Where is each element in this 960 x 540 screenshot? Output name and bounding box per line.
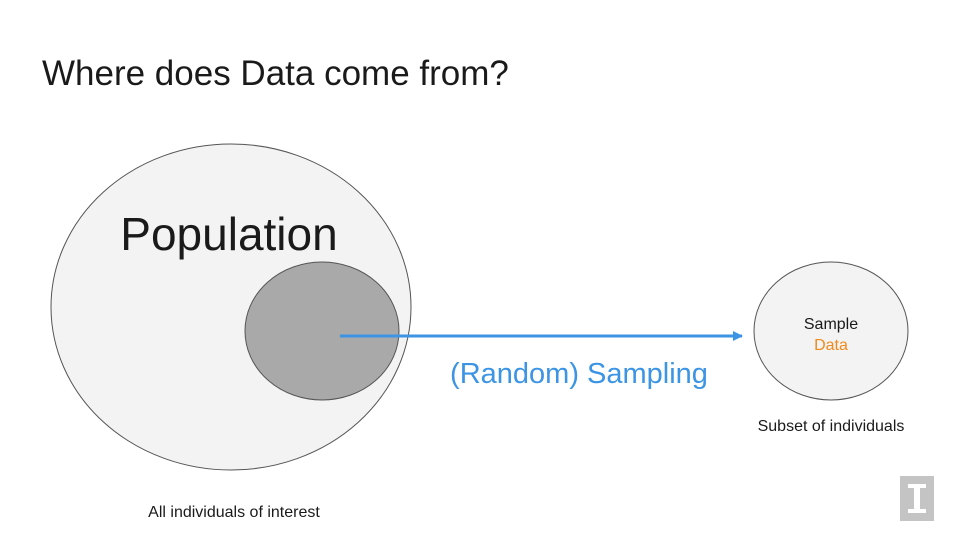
sample-data-label: Data	[814, 337, 848, 354]
slide-title: Where does Data come from?	[42, 54, 509, 93]
university-logo	[900, 476, 934, 521]
population-label: Population	[120, 208, 337, 260]
sample-circle	[753, 261, 909, 401]
sample-subset-ellipse	[244, 261, 400, 401]
population-caption: All individuals of interest	[148, 504, 320, 521]
sample-caption: Subset of individuals	[758, 418, 905, 435]
university-logo-icon	[900, 476, 934, 521]
sample-label: Sample	[804, 316, 858, 333]
sampling-arrow-label: (Random) Sampling	[450, 358, 708, 390]
